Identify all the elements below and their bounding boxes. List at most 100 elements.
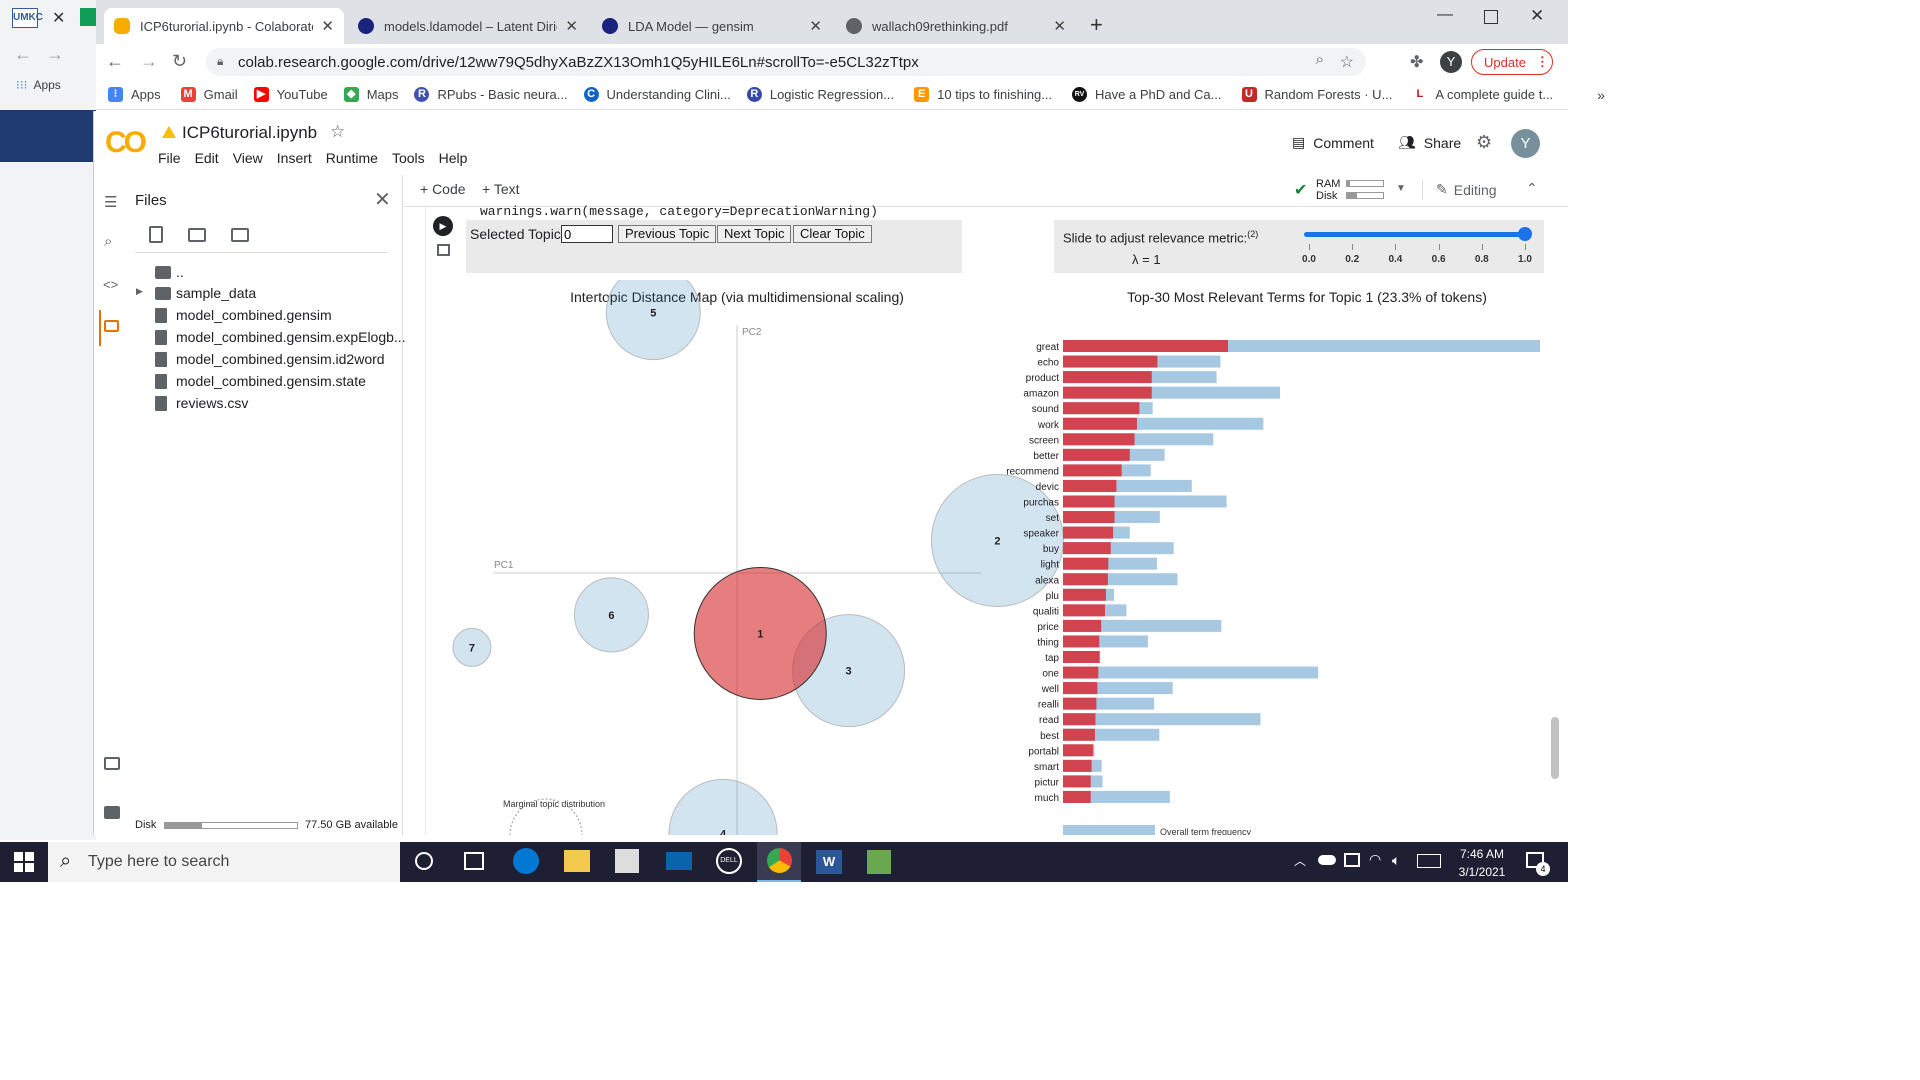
- upload-icon[interactable]: [149, 226, 163, 243]
- selected-topic-input[interactable]: [561, 225, 613, 243]
- menu-tools[interactable]: Tools: [391, 150, 425, 166]
- bookmark-apps[interactable]: ⁝ Apps: [108, 87, 161, 102]
- chevron-down-icon[interactable]: ▼: [1396, 183, 1406, 194]
- extensions-icon[interactable]: ✤: [1410, 54, 1424, 71]
- menu-runtime[interactable]: Runtime: [325, 150, 378, 166]
- menu-view[interactable]: View: [232, 150, 263, 166]
- taskbar-search[interactable]: ⌕ Type here to search: [48, 842, 400, 882]
- bookmarks-overflow[interactable]: »: [1597, 86, 1605, 103]
- close-icon[interactable]: ✕: [52, 10, 66, 27]
- mail-icon[interactable]: [666, 852, 692, 870]
- maximize-icon[interactable]: [1484, 10, 1498, 24]
- close-icon[interactable]: ✕: [321, 18, 334, 35]
- toc-icon[interactable]: ☰: [104, 194, 118, 211]
- window-close-icon[interactable]: ✕: [1530, 6, 1545, 25]
- list-item[interactable]: model_combined.gensim.id2word: [155, 351, 385, 367]
- apps-bookmark[interactable]: ⁝⁝⁝ Apps: [16, 78, 61, 92]
- resource-monitor[interactable]: RAM Disk: [1316, 178, 1340, 202]
- close-icon[interactable]: ✕: [1053, 18, 1066, 35]
- star-icon[interactable]: ☆: [1339, 54, 1354, 71]
- address-bar[interactable]: 🔒︎ colab.research.google.com/drive/12ww7…: [206, 48, 1366, 76]
- menu-insert[interactable]: Insert: [276, 150, 312, 166]
- bookmark-maps[interactable]: ◆ Maps: [343, 87, 398, 102]
- notification-icon[interactable]: [1526, 852, 1544, 868]
- list-item[interactable]: model_combined.gensim: [155, 307, 332, 323]
- scrollbar[interactable]: [1551, 717, 1559, 779]
- back-icon[interactable]: ←: [106, 51, 124, 71]
- run-cell-icon[interactable]: ▶: [433, 216, 453, 236]
- bookmark-logistic[interactable]: R Logistic Regression...: [746, 87, 894, 102]
- code-snippets-icon[interactable]: <>: [103, 277, 119, 292]
- task-view-icon[interactable]: [464, 852, 484, 870]
- store-icon[interactable]: [615, 849, 639, 873]
- volume-icon[interactable]: 🔈︎: [1392, 852, 1401, 868]
- slider-thumb[interactable]: [1518, 227, 1532, 241]
- search-icon[interactable]: ⌕: [104, 233, 113, 250]
- output-menu-icon[interactable]: [437, 244, 450, 256]
- refresh-folder-icon[interactable]: [188, 228, 206, 242]
- wifi-icon[interactable]: ◠: [1369, 851, 1382, 867]
- terminal-icon[interactable]: [104, 806, 120, 819]
- bookmark-understanding[interactable]: C Understanding Clini...: [583, 87, 731, 102]
- menu-edit[interactable]: Edit: [194, 150, 219, 166]
- tab-pdf[interactable]: wallach09rethinking.pdf ✕: [836, 8, 1076, 44]
- forward-icon[interactable]: →: [46, 44, 64, 64]
- close-sidebar-icon[interactable]: ✕: [374, 189, 391, 211]
- notebook-title[interactable]: ICP6turorial.ipynb: [182, 123, 318, 142]
- mount-drive-icon[interactable]: [231, 228, 249, 242]
- bookmark-rpubs[interactable]: R RPubs - Basic neura...: [414, 87, 568, 102]
- gear-icon[interactable]: ⚙: [1476, 132, 1493, 152]
- tab-lda-gensim[interactable]: LDA Model — gensim ✕: [592, 8, 832, 44]
- windows-start-icon[interactable]: [14, 852, 34, 872]
- previous-topic-button[interactable]: Previous Topic: [618, 225, 717, 243]
- list-item[interactable]: model_combined.gensim.state: [155, 373, 366, 389]
- bookmark-complete-guide[interactable]: L A complete guide t...: [1412, 87, 1553, 102]
- list-item[interactable]: model_combined.gensim.expElogb...: [155, 329, 406, 345]
- onedrive-icon[interactable]: [1318, 855, 1336, 865]
- bookmark-10tips[interactable]: E 10 tips to finishing...: [914, 87, 1052, 102]
- colab-logo[interactable]: CO: [105, 126, 147, 159]
- bookmark-random-forests[interactable]: U Random Forests · U...: [1241, 87, 1392, 102]
- bookmark-gmail[interactable]: M Gmail: [180, 87, 238, 102]
- share-button[interactable]: 👥︎ Share: [1398, 134, 1461, 151]
- list-item[interactable]: sample_data: [155, 285, 256, 301]
- editing-mode[interactable]: ✎ Editing: [1436, 181, 1497, 198]
- clear-topic-button[interactable]: Clear Topic: [793, 225, 872, 243]
- clock[interactable]: 7:46 AM 3/1/2021: [1454, 845, 1510, 881]
- tray-chevron-icon[interactable]: ︿: [1294, 854, 1307, 868]
- keyboard-icon[interactable]: [1417, 854, 1441, 868]
- tab-ldamodel[interactable]: models.ldamodel – Latent Dirichl ✕: [348, 8, 588, 44]
- dell-icon[interactable]: DELL: [716, 848, 742, 874]
- word-icon[interactable]: W: [816, 850, 842, 874]
- list-item[interactable]: ..: [155, 264, 184, 280]
- zoom-icon[interactable]: ⌕: [1315, 51, 1324, 68]
- folder-icon[interactable]: [104, 320, 119, 332]
- next-topic-button[interactable]: Next Topic: [717, 225, 792, 243]
- star-icon[interactable]: ☆: [330, 122, 346, 141]
- app-icon[interactable]: [867, 850, 891, 874]
- edge-icon[interactable]: [513, 848, 539, 874]
- close-icon[interactable]: ✕: [809, 18, 822, 35]
- close-icon[interactable]: ✕: [565, 18, 578, 35]
- bookmark-youtube[interactable]: ▶ YouTube: [253, 87, 328, 102]
- reload-icon[interactable]: ↻: [172, 51, 188, 71]
- command-palette-icon[interactable]: [104, 757, 120, 770]
- profile-avatar[interactable]: Y: [1440, 51, 1462, 73]
- comment-button[interactable]: ▤ Comment: [1292, 134, 1374, 151]
- new-tab-icon[interactable]: +: [1090, 12, 1103, 37]
- forward-icon[interactable]: →: [140, 51, 158, 71]
- network-icon[interactable]: [1344, 853, 1360, 867]
- back-icon[interactable]: ←: [14, 44, 32, 64]
- cortana-icon[interactable]: [415, 852, 433, 870]
- collapse-icon[interactable]: ⌃: [1526, 180, 1538, 196]
- list-item[interactable]: reviews.csv: [155, 395, 248, 411]
- tab-colab[interactable]: ICP6turorial.ipynb - Colaboratory ✕: [104, 8, 344, 44]
- bookmark-phd[interactable]: RV Have a PhD and Ca...: [1072, 87, 1222, 102]
- chrome-taskbar-item[interactable]: [757, 842, 801, 882]
- menu-help[interactable]: Help: [438, 150, 468, 166]
- menu-file[interactable]: File: [158, 150, 181, 166]
- minimize-icon[interactable]: —: [1437, 6, 1453, 23]
- avatar[interactable]: Y: [1511, 129, 1540, 158]
- add-text-button[interactable]: + Text: [482, 181, 520, 197]
- add-code-button[interactable]: + Code: [420, 181, 466, 197]
